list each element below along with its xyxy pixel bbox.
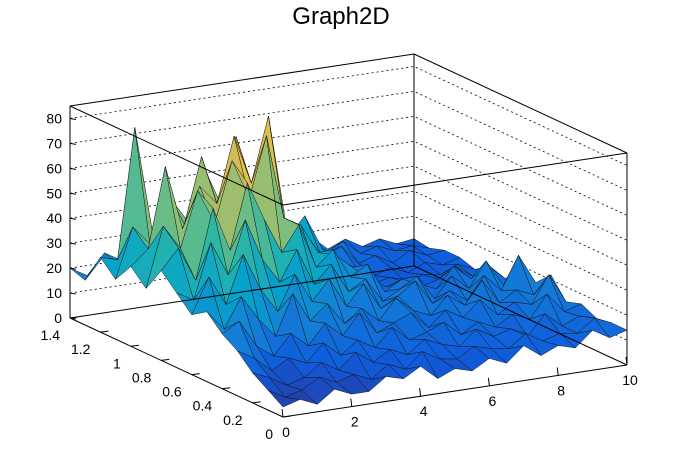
surface-plot xyxy=(69,115,628,408)
surface-facet xyxy=(594,317,628,338)
box-edge-7 xyxy=(282,152,628,206)
z-gridline-5 xyxy=(69,140,628,241)
z-gridline-4 xyxy=(69,165,628,266)
x-tick-label: 0 xyxy=(282,424,290,440)
x-tick-label: 4 xyxy=(420,403,428,419)
x-tick-3 xyxy=(487,377,490,386)
z-gridline-7 xyxy=(69,90,628,191)
y-tick-2 xyxy=(222,387,231,390)
z-tick-5 xyxy=(69,192,77,195)
x-tick-label: 10 xyxy=(622,372,638,388)
y-tick-5 xyxy=(130,344,139,347)
box-edge-1 xyxy=(413,265,628,366)
y-tick-label: 1 xyxy=(113,355,121,371)
box-edge-5 xyxy=(69,53,415,107)
x-tick-label: 6 xyxy=(489,393,497,409)
y-tick-label: 0.6 xyxy=(162,384,182,400)
z-tick-label: 60 xyxy=(46,160,62,176)
chart-title: Graph2D xyxy=(292,3,389,30)
z-tick-label: 30 xyxy=(46,235,62,251)
z-gridline-8 xyxy=(69,66,628,166)
box-edge-6 xyxy=(413,53,628,154)
x-tick-5 xyxy=(625,356,628,366)
box-edge-8 xyxy=(69,105,284,206)
z-tick-label: 80 xyxy=(46,110,62,126)
x-tick-4 xyxy=(556,367,559,376)
z-tick-1 xyxy=(69,292,77,295)
z-tick-8 xyxy=(69,117,77,120)
x-tick-2 xyxy=(419,388,422,397)
z-tick-2 xyxy=(69,267,77,270)
y-tick-label: 0.8 xyxy=(132,369,152,385)
y-axis-line xyxy=(69,317,284,418)
y-tick-1 xyxy=(252,401,261,404)
z-tick-4 xyxy=(69,217,77,220)
x-axis-line xyxy=(282,364,628,418)
z-tick-label: 70 xyxy=(46,135,62,151)
z-tick-7 xyxy=(69,142,77,145)
z-tick-6 xyxy=(69,167,77,170)
z-tick-label: 0 xyxy=(54,310,62,326)
axes: 0 10 20 30 40 50 60 70 80 0 2 4 6 8 10 0 0.2 0.4 0.6 0.8 1 1.… xyxy=(41,106,638,442)
z-tick-label: 20 xyxy=(46,260,62,276)
y-tick-6 xyxy=(100,330,109,333)
box-edge-0 xyxy=(69,265,415,319)
z-tick-label: 50 xyxy=(46,185,62,201)
y-tick-label: 0 xyxy=(265,426,273,442)
y-tick-4 xyxy=(161,358,170,361)
y-tick-label: 0.2 xyxy=(223,412,243,428)
z-tick-label: 10 xyxy=(46,285,62,301)
x-tick-label: 8 xyxy=(557,382,565,398)
x-tick-label: 2 xyxy=(351,414,359,430)
x-tick-0 xyxy=(281,408,284,418)
y-tick-3 xyxy=(191,373,200,376)
z-tick-3 xyxy=(69,242,77,245)
y-tick-7 xyxy=(69,316,79,319)
y-tick-label: 0.4 xyxy=(193,398,213,414)
y-tick-label: 1.4 xyxy=(41,327,61,343)
z-gridline-6 xyxy=(69,115,628,216)
x-tick-1 xyxy=(350,398,353,407)
y-tick-label: 1.2 xyxy=(71,341,91,357)
z-tick-label: 40 xyxy=(46,210,62,226)
y-tick-0 xyxy=(282,415,292,418)
box-frame xyxy=(69,53,628,366)
